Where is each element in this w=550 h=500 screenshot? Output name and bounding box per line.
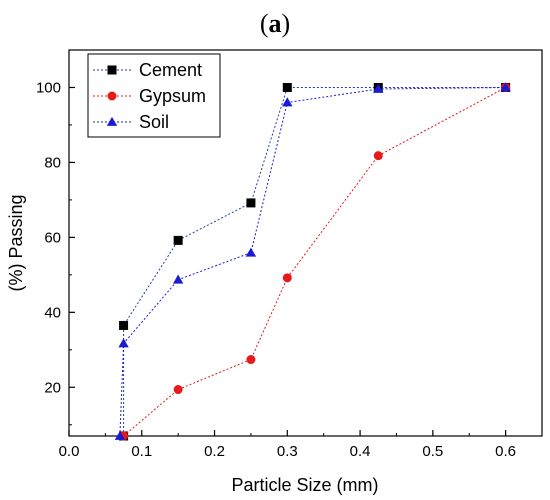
y-tick-label: 100 — [36, 79, 61, 96]
cement-point — [119, 320, 129, 330]
gypsum-point — [373, 151, 383, 161]
series-layer — [114, 82, 511, 441]
gypsum-line — [123, 87, 506, 437]
legend-gypsum-marker — [107, 91, 117, 101]
x-tick-label: 0.4 — [350, 443, 371, 460]
x-tick-label: 0.2 — [204, 443, 225, 460]
x-tick-label: 0.0 — [59, 443, 80, 460]
x-axis-title: Particle Size (mm) — [231, 475, 378, 495]
legend-items: Cement Gypsum Soil — [93, 60, 206, 132]
cement-point — [246, 198, 256, 208]
soil-line — [119, 87, 506, 437]
panel-label-letter: a — [269, 9, 282, 38]
y-axis-ticks: 20 40 60 80 100 — [36, 49, 75, 426]
cement-line — [123, 87, 506, 436]
plot-frame — [68, 49, 543, 437]
y-tick-label: 60 — [44, 229, 61, 246]
soil-point — [373, 83, 384, 93]
panel-label-open: ( — [260, 9, 269, 38]
legend-cement-label: Cement — [139, 60, 202, 80]
gypsum-point — [246, 355, 256, 365]
gypsum-point — [282, 273, 292, 283]
y-tick-label: 20 — [44, 379, 61, 396]
x-tick-label: 0.5 — [422, 443, 443, 460]
y-tick-label: 40 — [44, 304, 61, 321]
cement-point — [282, 82, 292, 92]
x-tick-label: 0.3 — [277, 443, 298, 460]
y-axis-title: (%) Passing — [6, 194, 26, 291]
panel-label: (a) — [260, 9, 290, 38]
soil-point — [282, 97, 293, 107]
cement-point — [173, 235, 183, 245]
legend-soil-marker — [106, 116, 118, 126]
soil-point — [118, 338, 129, 348]
soil-point — [500, 82, 511, 92]
soil-point — [114, 430, 126, 440]
x-axis-ticks: 0.0 0.1 0.2 0.3 0.4 0.5 0.6 — [59, 430, 516, 460]
legend: Cement Gypsum Soil — [87, 53, 221, 138]
x-tick-label: 0.6 — [495, 443, 516, 460]
x-tick-label: 0.1 — [131, 443, 152, 460]
panel-label-close: ) — [282, 9, 291, 38]
legend-cement-marker — [107, 65, 117, 75]
y-tick-label: 80 — [44, 154, 61, 171]
soil-point — [172, 274, 184, 284]
gypsum-point — [173, 385, 183, 395]
series-soil — [114, 82, 511, 440]
soil-point — [245, 247, 257, 257]
legend-soil-label: Soil — [139, 112, 169, 132]
legend-gypsum-label: Gypsum — [139, 86, 206, 106]
